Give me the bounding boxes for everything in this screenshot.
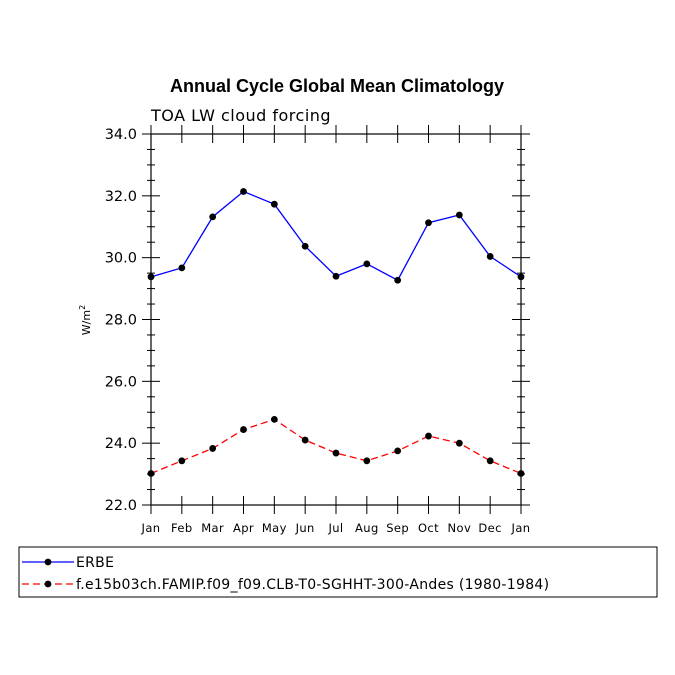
series-2-point <box>425 432 432 440</box>
series-line-1 <box>150 190 522 282</box>
series-2-point <box>363 457 371 465</box>
series-2-point <box>301 436 309 444</box>
x-tick-label: Jun <box>295 521 315 535</box>
series-1-point <box>517 273 525 281</box>
series-line-2 <box>150 418 522 475</box>
series-1-point <box>332 272 340 280</box>
series-1-point <box>209 213 217 221</box>
series-1-point <box>270 200 278 208</box>
legend-marker-2 <box>44 580 52 588</box>
series-1-point <box>394 276 402 284</box>
y-tick-label: 30.0 <box>105 251 137 267</box>
x-tick-label: Jan <box>511 521 531 535</box>
y-axis-label-main: W/m <box>80 310 93 335</box>
series-1-point <box>147 273 155 281</box>
x-tick-label: Nov <box>448 521 472 535</box>
series-1-point <box>425 219 432 227</box>
plot-frame <box>150 133 522 506</box>
series-1-point <box>301 242 309 250</box>
series-1-point <box>240 188 247 195</box>
y-tick-label: 28.0 <box>105 313 137 329</box>
y-tick-label: 24.0 <box>105 436 137 452</box>
series-1-point <box>486 253 494 260</box>
chart-subtitle: TOA LW cloud forcing <box>150 106 331 125</box>
y-tick-label: 34.0 <box>105 127 137 143</box>
x-tick-label: Aug <box>355 521 379 535</box>
x-tick-label: Feb <box>171 521 193 535</box>
series-2-point <box>394 447 402 455</box>
series-2-point <box>209 445 217 452</box>
series-2-point <box>332 449 340 457</box>
legend-label-1: ERBE <box>76 555 114 571</box>
series-2-point <box>178 457 186 465</box>
series-1-point <box>455 211 463 219</box>
x-tick-label: Oct <box>418 521 439 535</box>
series-2-point <box>517 470 525 477</box>
x-tick-label: May <box>262 521 287 535</box>
y-axis-label-superscript: 2 <box>78 305 87 310</box>
series-2-point <box>240 426 247 433</box>
legend-label-2: f.e15b03ch.FAMIP.f09_f09.CLB-T0-SGHHT-30… <box>76 577 549 593</box>
series-1-point <box>178 264 186 272</box>
plot-area: 22.0 24.0 26.0 28.0 30.0 32.0 34.0 Jan Feb Mar Apr… <box>105 125 531 535</box>
x-tick-label: Apr <box>233 521 254 535</box>
x-tick-label: Sep <box>386 521 409 535</box>
legend-marker-1 <box>44 558 52 566</box>
y-tick-label: 32.0 <box>105 189 137 205</box>
y-tick-label: 26.0 <box>105 374 137 390</box>
x-tick-label: Mar <box>201 521 224 535</box>
y-axis-label: W/m2 <box>78 305 93 335</box>
series-2-point <box>486 457 494 465</box>
series-2-point <box>147 470 155 477</box>
series-1-point <box>363 260 371 268</box>
y-tick-label: 22.0 <box>105 498 137 514</box>
x-tick-label: Jan <box>141 521 161 535</box>
legend: ERBE f.e15b03ch.FAMIP.f09_f09.CLB-T0-SGHH… <box>18 546 658 598</box>
series-2-point <box>455 439 463 447</box>
series-2-point <box>270 415 278 423</box>
x-tick-label: Jul <box>327 521 343 535</box>
chart-title: Annual Cycle Global Mean Climatology <box>170 76 504 96</box>
legend-box <box>18 546 658 598</box>
x-tick-label: Dec <box>478 521 501 535</box>
